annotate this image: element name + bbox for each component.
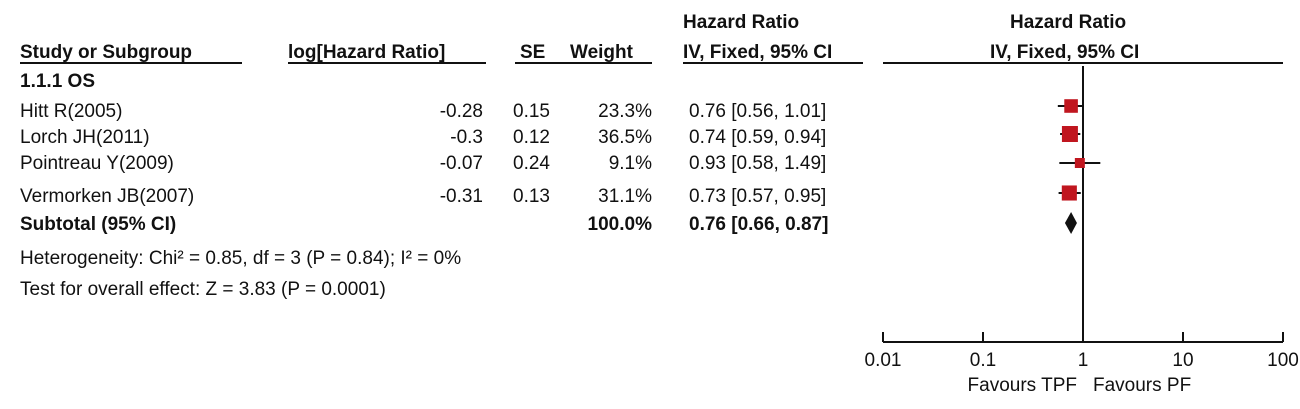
column-header-se: SE	[520, 42, 546, 63]
study-name: Pointreau Y(2009)	[20, 153, 174, 174]
header-underline-method-left	[683, 62, 863, 64]
column-header-method-right: IV, Fixed, 95% CI	[990, 42, 1140, 63]
favours-left-label: Favours TPF	[968, 375, 1077, 396]
point-estimate-square	[1061, 126, 1078, 142]
ci-text: 0.93 [0.58, 1.49]	[689, 153, 827, 174]
header-underline-log-hr	[288, 62, 486, 64]
ci-text: 0.74 [0.59, 0.94]	[689, 127, 827, 148]
log-hr-value: -0.3	[450, 127, 483, 148]
hazard-ratio-title-right: Hazard Ratio	[1010, 12, 1127, 33]
subgroup-title: 1.1.1 OS	[20, 71, 95, 92]
subtotal-label: Subtotal (95% CI)	[20, 214, 177, 235]
header-underline-se-weight	[515, 62, 652, 64]
x-tick-label: 1	[1078, 350, 1089, 371]
header-underline-method-right	[883, 62, 1283, 64]
x-tick-label: 100	[1267, 350, 1299, 371]
x-tick-label: 10	[1172, 350, 1193, 371]
se-value: 0.12	[513, 127, 550, 148]
weight-value: 31.1%	[598, 186, 652, 207]
subtotal-ci-text: 0.76 [0.66, 0.87]	[689, 214, 829, 235]
overall-effect-text: Test for overall effect: Z = 3.83 (P = 0…	[20, 279, 386, 300]
column-header-weight: Weight	[570, 42, 633, 63]
column-header-log-hr: log[Hazard Ratio]	[288, 42, 446, 63]
log-hr-value: -0.28	[439, 101, 483, 122]
point-estimate-square	[1074, 158, 1085, 168]
ci-text: 0.76 [0.56, 1.01]	[689, 101, 827, 122]
weight-value: 36.5%	[598, 127, 652, 148]
study-name: Hitt R(2005)	[20, 101, 123, 122]
subtotal-diamond	[1064, 212, 1077, 234]
x-tick-label: 0.1	[970, 350, 996, 371]
study-name: Vermorken JB(2007)	[20, 186, 195, 207]
point-estimate-square	[1064, 99, 1078, 113]
heterogeneity-text: Heterogeneity: Chi² = 0.85, df = 3 (P = …	[20, 248, 462, 269]
hazard-ratio-title-left: Hazard Ratio	[683, 12, 800, 33]
column-header-study: Study or Subgroup	[20, 42, 193, 63]
study-name: Lorch JH(2011)	[20, 127, 150, 148]
x-tick-label: 0.01	[865, 350, 902, 371]
se-value: 0.24	[513, 153, 550, 174]
log-hr-value: -0.07	[439, 153, 483, 174]
ci-text: 0.73 [0.57, 0.95]	[689, 186, 827, 207]
log-hr-value: -0.31	[439, 186, 483, 207]
favours-right-label: Favours PF	[1093, 375, 1191, 396]
se-value: 0.15	[513, 101, 550, 122]
point-estimate-square	[1061, 185, 1077, 201]
header-underline-study	[20, 62, 242, 64]
se-value: 0.13	[513, 186, 550, 207]
weight-value: 9.1%	[608, 153, 652, 174]
weight-value: 23.3%	[598, 101, 652, 122]
column-header-method-left: IV, Fixed, 95% CI	[683, 42, 833, 63]
subtotal-weight: 100.0%	[587, 214, 652, 235]
